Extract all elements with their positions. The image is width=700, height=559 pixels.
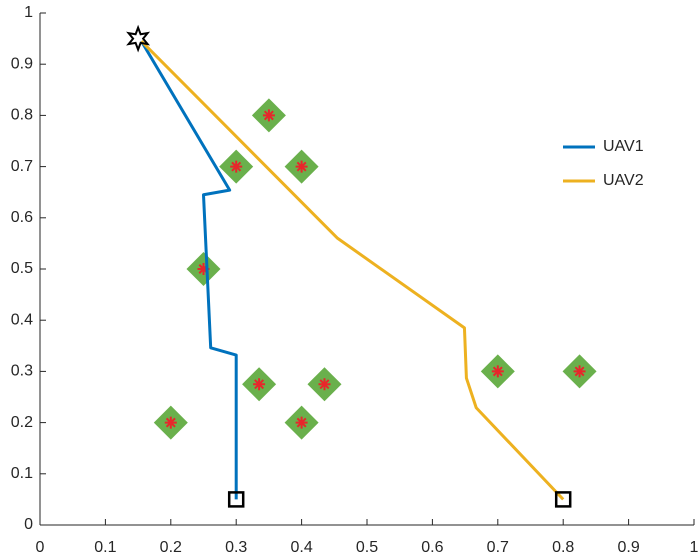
x-tick-label: 0.6: [421, 539, 443, 556]
y-tick-label: 0.1: [11, 465, 33, 482]
legend-label: UAV1: [603, 138, 644, 155]
x-tick-label: 0: [36, 539, 45, 556]
x-tick-label: 0.1: [94, 539, 116, 556]
x-tick-label: 0.3: [225, 539, 247, 556]
y-tick-label: 0.6: [11, 209, 33, 226]
legend-label: UAV2: [603, 172, 644, 189]
x-tick-label: 0.5: [356, 539, 378, 556]
x-tick-label: 0.9: [617, 539, 639, 556]
x-tick-label: 0.4: [290, 539, 312, 556]
y-tick-label: 0.4: [11, 311, 33, 328]
target-marker: [262, 109, 275, 122]
series-line: [140, 40, 238, 500]
x-tick-label: 0.2: [160, 539, 182, 556]
target-marker: [295, 160, 308, 173]
end-marker: [554, 491, 572, 508]
target-marker: [573, 365, 586, 378]
end-marker: [227, 491, 245, 508]
y-tick-label: 0: [24, 516, 33, 533]
target-marker: [164, 416, 177, 429]
y-tick-label: 0.7: [11, 158, 33, 175]
y-tick-label: 0.9: [11, 55, 33, 72]
y-tick-label: 0.8: [11, 107, 33, 124]
start-marker: [126, 24, 151, 53]
y-tick-label: 0.2: [11, 414, 33, 431]
series-line: [140, 40, 565, 501]
x-tick-label: 0.8: [552, 539, 574, 556]
target-marker: [230, 160, 243, 173]
y-tick-label: 0.3: [11, 363, 33, 380]
y-tick-label: 0.5: [11, 260, 33, 277]
x-tick-label: 0.7: [487, 539, 509, 556]
target-marker: [318, 378, 331, 391]
target-marker: [197, 263, 210, 275]
target-marker: [253, 378, 266, 391]
target-marker: [295, 416, 308, 429]
target-marker: [491, 365, 504, 378]
y-tick-label: 1: [24, 4, 33, 21]
x-tick-label: 1: [690, 539, 699, 556]
